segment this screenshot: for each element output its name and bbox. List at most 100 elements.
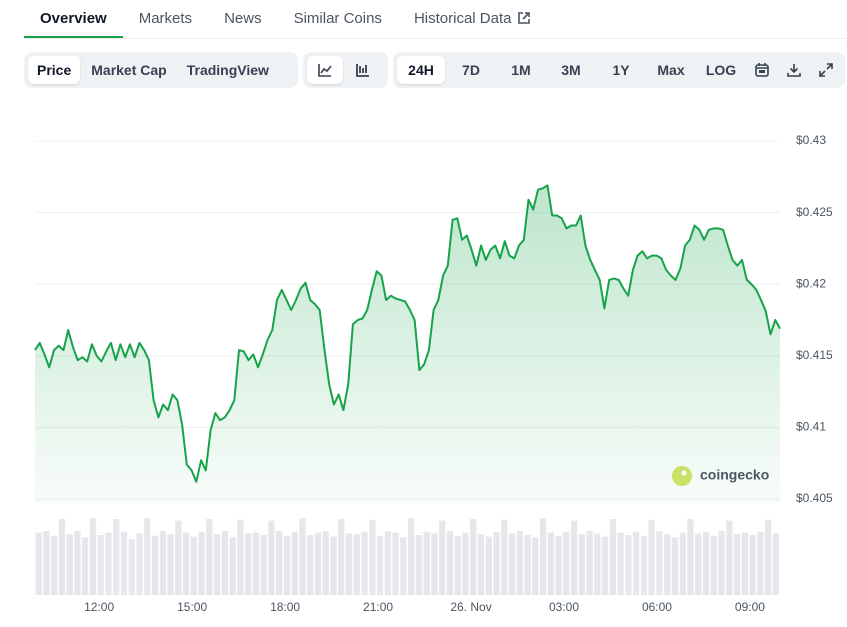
volume-bar <box>58 519 66 595</box>
range-button[interactable]: LOG <box>697 56 745 84</box>
x-tick-label: 06:00 <box>642 600 672 614</box>
volume-bar <box>221 531 229 595</box>
volume-bar <box>733 534 741 595</box>
x-tick-label: 15:00 <box>177 600 207 614</box>
range-button[interactable]: 1Y <box>597 56 645 84</box>
tab-label: Overview <box>40 10 107 27</box>
volume-bar <box>198 531 205 595</box>
range-button[interactable]: 24H <box>397 56 445 84</box>
view-button-label: Market Cap <box>91 62 167 78</box>
tab[interactable]: Historical Data <box>398 0 548 37</box>
volume-bar <box>322 531 329 595</box>
volume-bar <box>563 531 570 595</box>
icon <box>755 63 769 77</box>
volume-bar <box>586 531 593 595</box>
range-button-label: 7D <box>462 62 480 78</box>
watermark: coingecko <box>700 467 769 483</box>
volume-bar <box>330 536 337 595</box>
volume-bar <box>454 535 461 595</box>
volume-bar <box>602 536 609 595</box>
x-tick-label: 18:00 <box>270 600 300 614</box>
volume-bar <box>43 531 50 595</box>
volume-bar <box>757 531 764 595</box>
volume-bar <box>772 533 779 595</box>
volume-bar <box>470 519 477 595</box>
volume-bar <box>640 535 648 595</box>
y-tick-label: $0.42 <box>796 276 826 290</box>
volume-bar <box>702 531 710 595</box>
volume-bar <box>570 520 578 595</box>
volume-bar <box>695 533 702 595</box>
x-tick-label: 21:00 <box>363 600 393 614</box>
range-button-label: 24H <box>408 62 434 78</box>
range-button-label: Max <box>657 62 685 78</box>
volume-bar <box>710 535 717 595</box>
range-button-label: LOG <box>705 62 737 78</box>
volume-bar <box>633 531 640 595</box>
volume-bar <box>229 537 236 595</box>
download-button[interactable] <box>779 56 809 84</box>
volume-bar <box>400 537 407 595</box>
y-tick-label: $0.425 <box>796 205 833 219</box>
volume-bar <box>307 535 314 595</box>
calendar-button[interactable] <box>747 56 777 84</box>
volume-bar <box>175 520 182 595</box>
volume-bar <box>485 536 492 595</box>
volume-bar <box>617 532 624 595</box>
volume-bar <box>594 533 601 595</box>
volume-bar <box>524 535 531 595</box>
volume-bar <box>423 531 430 595</box>
volume-bar <box>578 534 585 595</box>
chart-style-toggle <box>303 52 388 88</box>
volume-bar <box>671 537 679 595</box>
tab-label: Historical Data <box>413 10 512 27</box>
volume-bar <box>268 520 275 595</box>
volume-bar <box>260 535 267 595</box>
view-button-label: TradingView <box>186 62 269 78</box>
tab-label: Similar Coins <box>293 10 382 27</box>
external-link-icon <box>518 12 531 24</box>
volume-bar <box>446 531 454 595</box>
volume-bar <box>213 534 221 595</box>
expand-button[interactable] <box>811 56 841 84</box>
volume-bar <box>97 535 104 595</box>
tab[interactable]: Overview <box>24 0 123 38</box>
x-tick-label: 09:00 <box>735 600 765 614</box>
line-icon <box>318 64 332 77</box>
volume-bar <box>741 532 748 595</box>
candle-chart-button[interactable] <box>345 56 381 84</box>
volume-bar <box>35 532 42 595</box>
volume-bar <box>376 535 384 595</box>
volume-bar <box>648 519 655 595</box>
range-button[interactable]: Max <box>647 56 695 84</box>
range-button[interactable]: 1M <box>497 56 545 84</box>
watermark-logo <box>672 466 692 486</box>
range-button[interactable]: 3M <box>547 56 595 84</box>
view-button[interactable]: Price <box>28 56 81 84</box>
volume-bar <box>369 519 376 595</box>
view-button[interactable]: TradingView <box>178 56 278 84</box>
tab[interactable]: Markets <box>123 0 208 37</box>
line-chart-button[interactable] <box>307 56 343 84</box>
volume-bar <box>664 534 671 595</box>
candle-icon <box>356 64 369 77</box>
volume-bar <box>338 519 345 595</box>
range-toggle: 24H 7D 1M 3M 1Y Max LOG <box>393 52 845 88</box>
volume-bar <box>501 519 508 595</box>
tab[interactable]: Similar Coins <box>278 0 398 37</box>
volume-bar <box>182 532 190 595</box>
volume-bar <box>431 533 438 595</box>
icon <box>819 63 833 77</box>
tab[interactable]: News <box>208 0 278 37</box>
volume-bar <box>89 518 97 595</box>
range-button[interactable]: 7D <box>447 56 495 84</box>
volume-bar <box>718 531 725 595</box>
volume-bar <box>283 535 291 595</box>
x-tick-label: 12:00 <box>84 600 114 614</box>
tab-label: Markets <box>138 10 193 27</box>
volume-bar <box>408 518 415 595</box>
view-button[interactable]: Market Cap <box>82 56 175 84</box>
volume-bar <box>66 534 73 595</box>
x-tick-label: 26. Nov <box>450 600 491 614</box>
